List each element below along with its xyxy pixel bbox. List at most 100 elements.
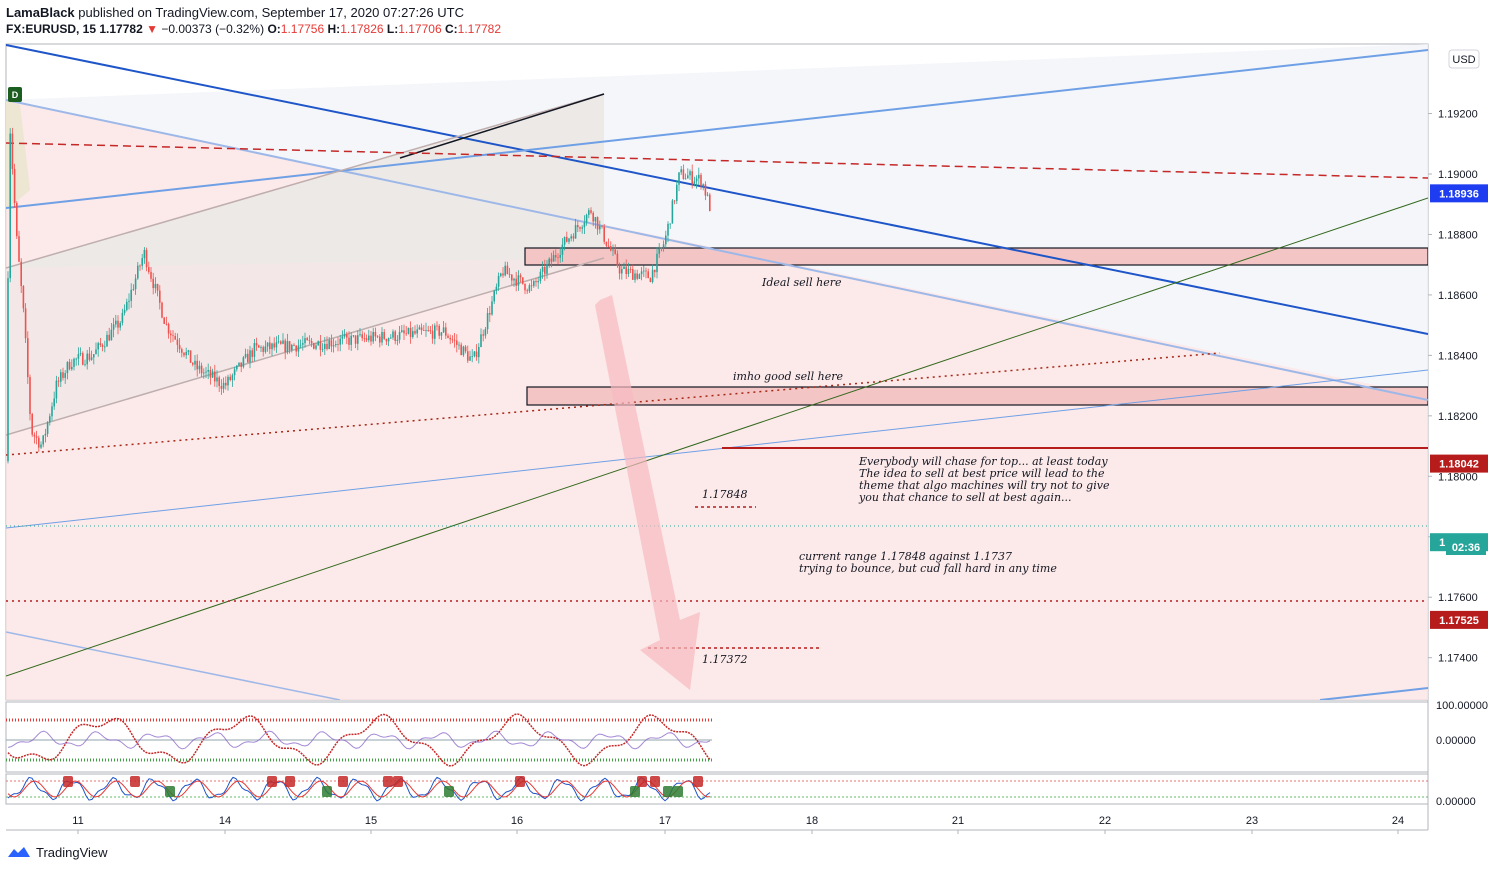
candle-body [95,349,97,355]
channel-upper[interactable] [6,93,605,269]
x-tick-label: 21 [952,815,964,827]
countdown-tag [1446,538,1486,555]
published-text: published on TradingView.com, September … [78,5,464,20]
candle-body [434,325,436,339]
candle-body [467,351,469,361]
red-dotted-trendline[interactable] [6,352,1221,456]
price-chart[interactable]: D Ideal sell here imho good sell here Ev… [0,0,1507,840]
candle-body [557,257,559,259]
descending-trendline[interactable] [6,44,1428,335]
candle-body [330,340,333,347]
candle-body [315,345,317,349]
candle-body [418,327,421,330]
candle-body [348,337,350,345]
candle-body [636,273,638,279]
candle-body [438,325,440,336]
candle-body [508,274,511,275]
candle-body [299,344,302,346]
candle-body [64,373,66,378]
candle-body [420,327,423,331]
candle-body [148,267,150,272]
candle-body [495,286,498,291]
candle-body [244,353,247,358]
candle-body [273,343,275,348]
brand-name[interactable]: TradingView [36,844,108,860]
candle-body [73,358,75,367]
lower-channel-line[interactable] [6,631,341,700]
candle-body [11,133,14,169]
range-note-2: trying to bounce, but cud fall hard in a… [799,562,1057,575]
high-value: 1.17826 [340,22,384,36]
symbol-label[interactable]: FX:EURUSD, 15 [6,22,97,36]
black-trendline[interactable] [399,93,605,159]
candle-body [174,335,176,340]
candle-body [530,285,533,287]
candle-body [603,226,605,242]
flag-marker[interactable] [8,87,22,102]
candle-body [539,271,542,281]
candle-body [51,406,53,417]
candle-body [7,278,9,462]
change-value: −0.00373 (−0.32%) [161,22,265,36]
signal-marker [663,786,673,797]
candle-body [497,275,500,287]
candle-body [165,323,168,325]
candle-body [33,434,36,437]
stoch-k [7,776,711,802]
candle-body [658,248,660,254]
candle-body [97,343,99,350]
candle-body [209,370,212,378]
candle-body [134,278,137,290]
candle-body [489,313,491,315]
candle-body [282,340,284,344]
price-tag-box [1430,454,1488,473]
signal-marker [322,786,332,797]
candle-body [537,280,539,283]
descending-channel-line[interactable] [6,99,1428,401]
red-dashed-resistance[interactable] [6,142,1428,179]
candle-body [684,178,687,180]
signal-marker [693,776,703,787]
candle-body [337,344,339,345]
candle-body [541,266,544,272]
chase-note-2: The idea to sell at best price will lead… [859,467,1105,480]
candle-body [475,351,478,358]
candle-body [698,174,700,179]
candle-body [605,241,608,246]
candle-body [442,327,445,333]
candle-body [519,275,522,278]
good-sell-zone[interactable] [526,386,1428,406]
candle-body [328,340,330,350]
ideal-sell-zone[interactable] [524,247,1428,266]
y-tick-label: 1.18200 [1438,411,1478,423]
stoch-pane[interactable] [5,773,1429,805]
candle-body [42,435,44,445]
candle-body [662,244,665,248]
bottom-blue-line[interactable] [1319,687,1428,700]
signal-marker [630,786,640,797]
candle-body [132,289,135,290]
candle-body [236,365,238,370]
price-axis[interactable]: 1.19200 1.19000 1.18800 1.18600 1.18400 1.182… [1428,109,1478,665]
candle-body [66,361,69,374]
ascending-support-line[interactable] [6,369,1428,529]
candle-body [462,346,465,356]
candle-body [211,371,214,378]
candle-body [374,331,377,337]
candle-body [233,369,236,376]
candle-body [412,331,414,337]
candle-body [429,330,432,332]
author-name[interactable]: LamaBlack [6,5,75,20]
time-axis[interactable]: 11 14 15 16 17 18 21 22 23 24 [72,815,1404,834]
candle-body [152,278,154,289]
candle-body [478,347,480,358]
ascending-trendline[interactable] [6,49,1428,209]
open-label: O: [267,22,281,36]
candle-body [372,331,374,342]
currency-button[interactable] [1448,49,1480,69]
candle-body [262,347,264,352]
green-trendline[interactable] [6,197,1428,677]
candle-body [431,330,434,339]
candle-body [35,436,38,438]
candle-body [75,358,77,360]
